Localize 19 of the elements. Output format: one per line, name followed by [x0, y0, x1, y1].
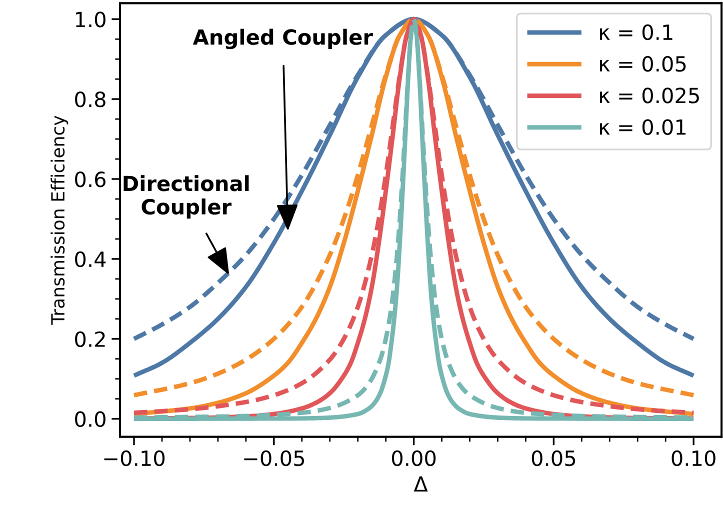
annotation: Angled Coupler — [192, 28, 373, 50]
x-tick-label: 0.00 — [392, 450, 436, 466]
x-tick-label: 0.10 — [672, 450, 716, 466]
y-tick-label: 0.4 — [75, 251, 106, 268]
legend-label: κ = 0.1 — [600, 24, 672, 40]
y-tick-label: 0.6 — [75, 171, 106, 188]
y-tick-label: 1.0 — [76, 12, 106, 28]
y-axis-title: Transmission Efficiency — [50, 116, 68, 325]
x-tick-label: 0.05 — [532, 450, 576, 466]
annotation: Directional Coupler — [124, 175, 249, 219]
legend-label: κ = 0.05 — [600, 56, 686, 72]
y-tick-label: 0.2 — [75, 331, 105, 348]
x-tick-label: −0.10 — [104, 450, 165, 466]
legend-label: κ = 0.025 — [600, 88, 699, 104]
y-tick-label: 0.0 — [75, 411, 106, 428]
legend-label: κ = 0.01 — [600, 119, 686, 135]
x-axis-title: Δ — [414, 476, 428, 492]
y-tick-label: 0.8 — [75, 92, 106, 108]
x-tick-label: −0.05 — [244, 450, 304, 466]
